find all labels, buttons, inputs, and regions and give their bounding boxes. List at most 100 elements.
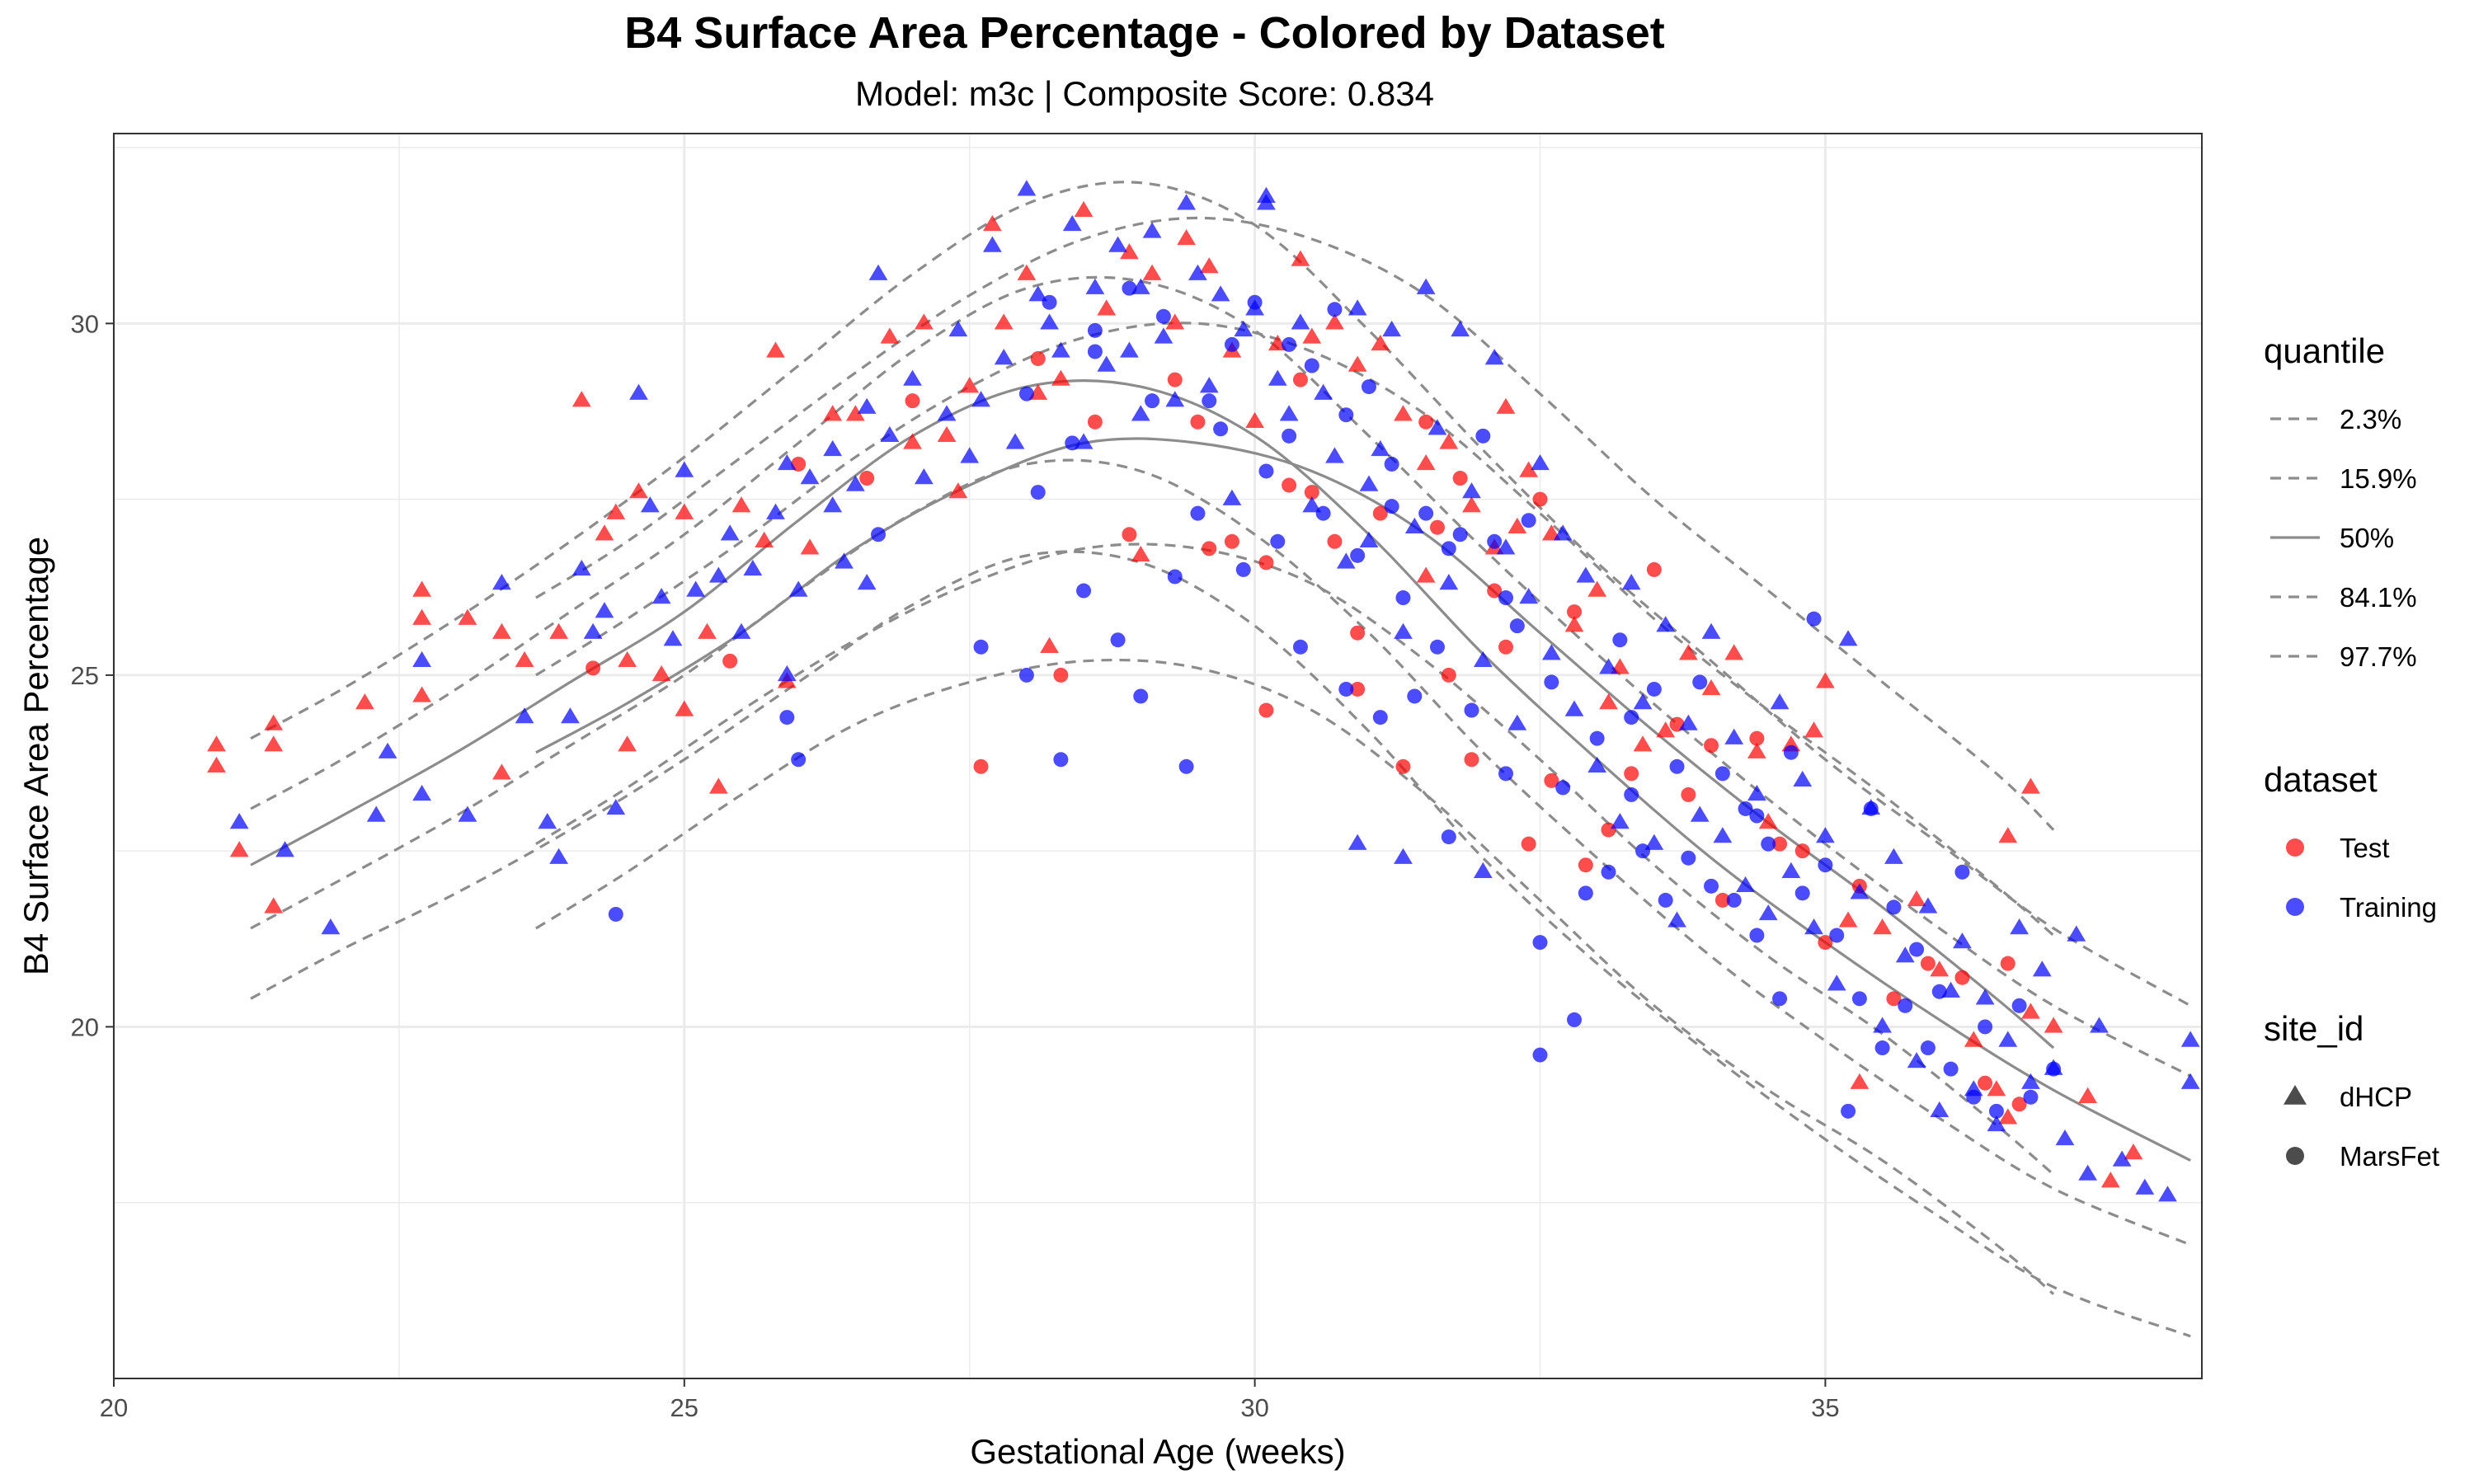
x-axis-title: Gestational Age (weeks) xyxy=(970,1432,1345,1471)
chart-title: B4 Surface Area Percentage - Colored by … xyxy=(624,8,1664,58)
data-point-training-marsfet xyxy=(1384,499,1399,514)
legend-label: 50% xyxy=(2340,523,2394,553)
data-point-test-dhcp xyxy=(755,531,774,548)
data-point-test-marsfet xyxy=(1441,667,1456,683)
data-point-training-dhcp xyxy=(458,805,477,822)
data-point-training-dhcp xyxy=(1713,827,1733,843)
data-point-training-dhcp xyxy=(1564,700,1584,716)
quantile-curve-dhcp xyxy=(250,181,2191,1007)
data-point-training-dhcp xyxy=(2021,1073,2040,1089)
data-point-training-marsfet xyxy=(1874,1040,1890,1056)
data-point-training-marsfet xyxy=(1532,1047,1548,1063)
data-point-training-marsfet xyxy=(871,527,887,542)
quantile-curve-dhcp xyxy=(250,275,2191,1078)
data-point-training-dhcp xyxy=(640,496,660,513)
data-point-test-dhcp xyxy=(229,841,249,857)
data-point-test-dhcp xyxy=(1131,545,1150,562)
data-point-test-dhcp xyxy=(1804,721,1823,738)
legend-label: 97.7% xyxy=(2340,641,2417,672)
data-point-training-dhcp xyxy=(766,503,785,519)
data-point-training-dhcp xyxy=(1314,383,1333,400)
data-point-test-marsfet xyxy=(1167,372,1183,387)
data-point-training-marsfet xyxy=(1714,766,1730,782)
data-point-training-dhcp xyxy=(1724,728,1744,744)
data-point-training-dhcp xyxy=(561,707,580,724)
data-point-training-dhcp xyxy=(1394,622,1413,639)
data-point-test-marsfet xyxy=(1681,787,1696,802)
data-point-test-marsfet xyxy=(1704,738,1719,754)
data-point-test-dhcp xyxy=(515,650,534,668)
data-point-training-dhcp xyxy=(1473,650,1493,668)
y-tick-label: 20 xyxy=(71,1012,99,1041)
data-point-test-dhcp xyxy=(264,735,284,752)
data-points xyxy=(207,180,2200,1202)
data-point-training-dhcp xyxy=(571,559,591,576)
data-point-training-dhcp xyxy=(777,665,797,682)
data-point-test-marsfet xyxy=(1452,471,1468,486)
data-point-training-dhcp xyxy=(823,439,843,457)
data-point-training-dhcp xyxy=(1404,517,1424,533)
data-point-training-dhcp xyxy=(1793,770,1813,787)
data-point-test-marsfet xyxy=(1224,533,1239,549)
data-point-test-dhcp xyxy=(1587,580,1607,597)
legend-color-key xyxy=(2286,898,2304,916)
data-point-training-marsfet xyxy=(1361,379,1376,395)
data-point-training-dhcp xyxy=(1154,327,1174,344)
data-point-test-dhcp xyxy=(1747,742,1766,758)
data-point-training-marsfet xyxy=(1475,428,1491,444)
data-point-test-marsfet xyxy=(1714,892,1730,908)
data-point-training-marsfet xyxy=(1624,787,1639,802)
data-point-training-dhcp xyxy=(1701,622,1721,639)
data-point-test-marsfet xyxy=(905,393,920,409)
data-point-training-marsfet xyxy=(1235,561,1251,577)
data-point-test-dhcp xyxy=(412,686,431,702)
data-point-training-dhcp xyxy=(1017,180,1037,196)
data-point-training-marsfet xyxy=(1224,336,1239,352)
data-point-training-dhcp xyxy=(1325,447,1344,463)
data-point-test-marsfet xyxy=(1053,667,1069,683)
data-point-test-marsfet xyxy=(973,758,989,774)
data-point-training-dhcp xyxy=(1222,489,1242,505)
data-point-test-dhcp xyxy=(1142,264,1162,280)
y-axis-title: B4 Surface Area Percentage xyxy=(16,537,55,975)
data-point-training-marsfet xyxy=(1065,435,1080,451)
data-point-training-dhcp xyxy=(1359,475,1379,491)
data-point-test-marsfet xyxy=(1646,561,1662,577)
data-point-training-dhcp xyxy=(492,573,511,590)
data-point-training-dhcp xyxy=(1736,876,1755,893)
data-point-test-dhcp xyxy=(355,693,374,710)
data-point-training-marsfet xyxy=(1578,885,1593,901)
data-point-test-marsfet xyxy=(1350,625,1366,641)
data-point-test-marsfet xyxy=(1327,533,1343,549)
data-point-training-dhcp xyxy=(1850,883,1870,899)
data-point-training-dhcp xyxy=(1279,405,1299,421)
data-point-test-dhcp xyxy=(1701,679,1721,696)
data-point-test-dhcp xyxy=(1416,453,1436,471)
data-point-test-dhcp xyxy=(766,341,785,358)
data-point-test-dhcp xyxy=(1302,327,1322,344)
data-point-test-dhcp xyxy=(1758,813,1778,829)
data-point-training-dhcp xyxy=(1028,285,1048,302)
x-tick-label: 25 xyxy=(670,1393,698,1422)
data-point-training-dhcp xyxy=(880,425,900,443)
data-point-training-marsfet xyxy=(1087,322,1103,338)
data-point-training-marsfet xyxy=(1601,864,1616,880)
data-point-test-dhcp xyxy=(1199,257,1219,274)
data-point-test-dhcp xyxy=(960,377,980,393)
data-point-training-marsfet xyxy=(1418,505,1434,521)
data-point-test-marsfet xyxy=(1886,991,1902,1007)
y-tick-label: 25 xyxy=(71,661,99,690)
data-point-training-dhcp xyxy=(1507,714,1527,730)
data-point-training-dhcp xyxy=(378,742,397,758)
data-point-test-dhcp xyxy=(618,650,637,668)
data-point-training-dhcp xyxy=(1108,236,1127,252)
data-point-training-marsfet xyxy=(1658,892,1673,908)
data-point-test-dhcp xyxy=(823,405,843,421)
data-point-training-dhcp xyxy=(845,475,865,491)
data-point-test-dhcp xyxy=(1462,496,1481,513)
data-point-training-dhcp xyxy=(708,566,728,583)
data-point-training-dhcp xyxy=(1142,222,1162,238)
data-point-training-dhcp xyxy=(1678,714,1698,730)
data-point-training-marsfet xyxy=(1966,1089,1982,1105)
x-tick-label: 30 xyxy=(1240,1393,1268,1422)
